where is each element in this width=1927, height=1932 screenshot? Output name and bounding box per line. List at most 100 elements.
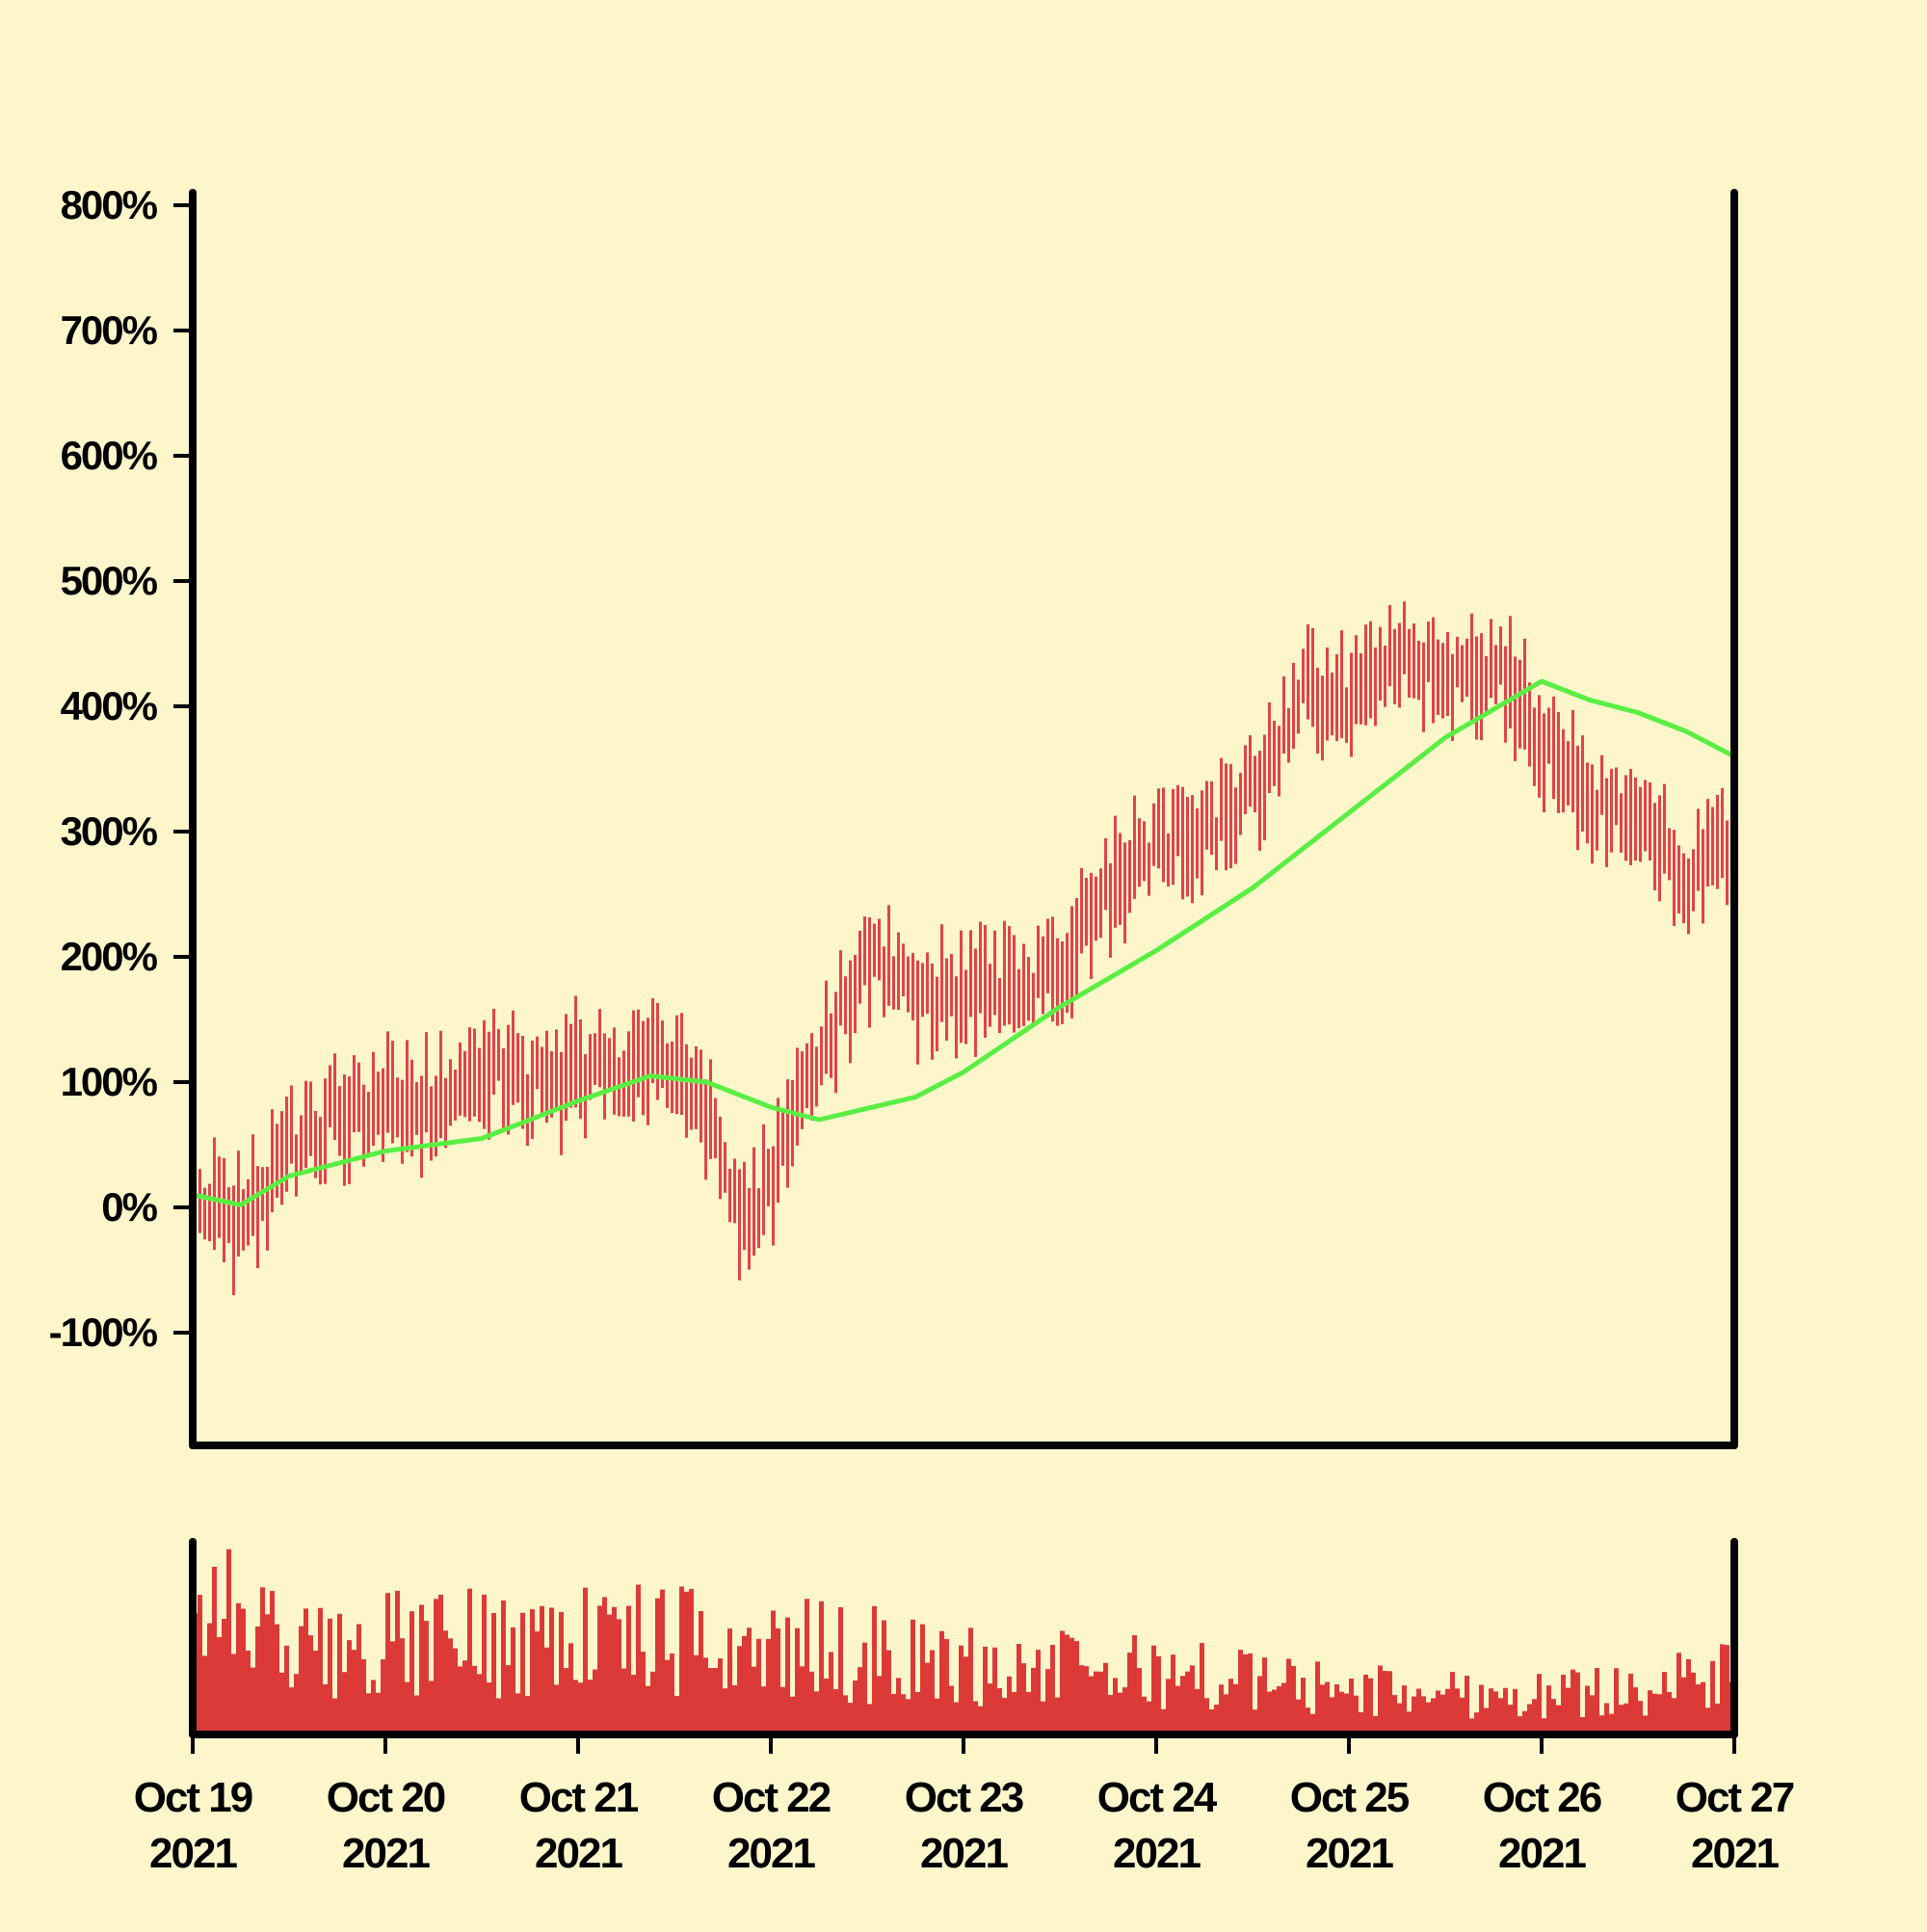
volume-bar bbox=[1527, 1704, 1532, 1734]
volume-bar bbox=[1021, 1663, 1026, 1734]
volume-bar bbox=[713, 1668, 718, 1734]
volume-bar bbox=[732, 1684, 737, 1734]
volume-bar bbox=[1667, 1692, 1672, 1734]
volume-bar bbox=[882, 1620, 886, 1734]
volume-bar bbox=[491, 1613, 496, 1734]
volume-bar bbox=[1657, 1694, 1662, 1734]
volume-bar bbox=[679, 1586, 684, 1734]
volume-bar bbox=[294, 1674, 299, 1734]
volume-bar bbox=[525, 1695, 530, 1734]
volume-bar bbox=[1426, 1702, 1431, 1734]
volume-bar bbox=[1450, 1672, 1455, 1734]
volume-bar bbox=[1518, 1716, 1522, 1734]
volume-bar bbox=[1623, 1703, 1628, 1734]
volume-bar bbox=[506, 1665, 511, 1734]
price-tick-label: -100% bbox=[49, 1310, 158, 1355]
volume-bar bbox=[1681, 1677, 1686, 1734]
volume-bar bbox=[217, 1637, 222, 1734]
volume-bar bbox=[554, 1684, 559, 1734]
volume-bar bbox=[1209, 1709, 1214, 1734]
price-axis-ticks: -100% 0% 100% 200% 300% 400% 500% 600% 700% 800% bbox=[49, 182, 193, 1355]
price-tick-label: 800% bbox=[61, 182, 158, 227]
volume-bar bbox=[1407, 1711, 1412, 1734]
volume-bar bbox=[829, 1652, 833, 1734]
volume-bar bbox=[1359, 1711, 1363, 1734]
volume-bar bbox=[409, 1611, 414, 1734]
volume-bar bbox=[593, 1669, 597, 1734]
volume-bar bbox=[1725, 1645, 1729, 1734]
volume-bar bbox=[1715, 1703, 1720, 1734]
volume-bar bbox=[361, 1658, 366, 1734]
volume-bar bbox=[304, 1608, 308, 1734]
volume-bar bbox=[1575, 1672, 1580, 1734]
volume-bar bbox=[376, 1692, 381, 1734]
volume-bar bbox=[535, 1630, 540, 1734]
volume-bar bbox=[641, 1652, 646, 1734]
volume-bar bbox=[1118, 1692, 1122, 1734]
volume-bar bbox=[1171, 1654, 1175, 1734]
volume-bar bbox=[1195, 1688, 1200, 1734]
volume-bar bbox=[1513, 1688, 1518, 1734]
volume-bar bbox=[901, 1694, 906, 1734]
volume-bar bbox=[944, 1638, 949, 1734]
volume-bar bbox=[1546, 1685, 1551, 1734]
volume-bar bbox=[1580, 1716, 1585, 1734]
volume-bar bbox=[1465, 1676, 1469, 1734]
volume-bar bbox=[1508, 1705, 1513, 1734]
volume-bar bbox=[621, 1668, 626, 1734]
volume-bar bbox=[771, 1610, 776, 1734]
volume-bar bbox=[1604, 1703, 1609, 1734]
volume-bar bbox=[564, 1668, 568, 1734]
volume-bar bbox=[1214, 1705, 1219, 1734]
volume-bar bbox=[549, 1607, 554, 1734]
volume-bar bbox=[1551, 1699, 1556, 1734]
volume-bar bbox=[395, 1590, 400, 1734]
volume-bar bbox=[853, 1680, 858, 1734]
volume-bar bbox=[602, 1597, 607, 1734]
volume-bar bbox=[318, 1607, 323, 1734]
volume-bar bbox=[1262, 1657, 1267, 1734]
volume-bar bbox=[246, 1650, 251, 1734]
volume-bar bbox=[371, 1680, 376, 1734]
volume-bar bbox=[1228, 1679, 1233, 1734]
volume-bar bbox=[1243, 1654, 1248, 1734]
volume-bar bbox=[226, 1548, 231, 1734]
volume-bar bbox=[626, 1605, 631, 1734]
volume-bar bbox=[434, 1599, 438, 1734]
time-tick-year: 2021 bbox=[727, 1830, 815, 1877]
volume-bar bbox=[920, 1624, 925, 1734]
time-tick-date: Oct 21 bbox=[519, 1774, 639, 1821]
volume-bar bbox=[1392, 1695, 1397, 1734]
price-tick-label: 500% bbox=[61, 558, 158, 603]
volume-bar bbox=[915, 1692, 920, 1734]
volume-bar bbox=[275, 1624, 279, 1734]
volume-bar bbox=[1315, 1661, 1320, 1734]
volume-bar bbox=[1503, 1687, 1508, 1734]
volume-bar bbox=[1219, 1684, 1224, 1734]
time-tick-year: 2021 bbox=[920, 1830, 1008, 1877]
volume-bars bbox=[193, 1548, 1734, 1734]
moving-average-line bbox=[190, 678, 1737, 1207]
volume-bar bbox=[222, 1618, 226, 1734]
volume-bar bbox=[487, 1682, 491, 1734]
volume-bar bbox=[1108, 1695, 1113, 1734]
volume-bar bbox=[308, 1635, 313, 1734]
volume-bar bbox=[270, 1591, 275, 1734]
volume-bar bbox=[891, 1693, 896, 1734]
volume-bar bbox=[212, 1566, 217, 1734]
volume-bar bbox=[1676, 1653, 1681, 1734]
volume-bar bbox=[911, 1619, 915, 1734]
volume-bar bbox=[1648, 1690, 1652, 1734]
volume-bar bbox=[342, 1672, 347, 1734]
price-tick-label: 400% bbox=[61, 683, 158, 728]
volume-bar bbox=[862, 1642, 867, 1734]
volume-bar bbox=[935, 1698, 939, 1734]
volume-bar bbox=[462, 1660, 467, 1734]
price-tick-label: 600% bbox=[61, 433, 158, 478]
volume-bar bbox=[236, 1602, 241, 1734]
volume-bar bbox=[1412, 1696, 1416, 1734]
volume-bar bbox=[1628, 1673, 1633, 1734]
volume-bar bbox=[723, 1688, 727, 1734]
time-tick-year: 2021 bbox=[1498, 1830, 1586, 1877]
